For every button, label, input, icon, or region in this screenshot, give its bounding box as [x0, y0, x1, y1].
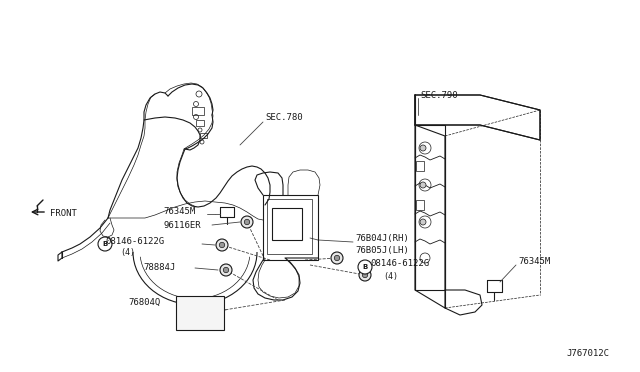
- Bar: [415, 125, 445, 290]
- Text: 76B04J(RH): 76B04J(RH): [355, 234, 409, 244]
- Text: FRONT: FRONT: [50, 208, 77, 218]
- Text: 08146-6122G: 08146-6122G: [370, 260, 429, 269]
- Bar: [192, 107, 204, 115]
- Text: 76345M: 76345M: [518, 257, 550, 266]
- Bar: [272, 208, 302, 240]
- Text: SEC.780: SEC.780: [265, 113, 303, 122]
- Text: 08146-6122G: 08146-6122G: [105, 237, 164, 246]
- Circle shape: [216, 239, 228, 251]
- Circle shape: [223, 267, 228, 273]
- Text: (4): (4): [383, 272, 398, 280]
- Text: (4): (4): [120, 248, 135, 257]
- Bar: [200, 133, 207, 138]
- Text: 76345M: 76345M: [163, 206, 195, 215]
- Text: 76804Q: 76804Q: [128, 298, 160, 307]
- Text: 78884J: 78884J: [143, 263, 175, 272]
- Bar: [196, 120, 204, 126]
- Text: B: B: [362, 264, 367, 270]
- Text: B: B: [102, 241, 108, 247]
- Circle shape: [241, 216, 253, 228]
- Circle shape: [420, 219, 426, 225]
- Circle shape: [331, 252, 343, 264]
- Circle shape: [359, 269, 371, 281]
- Circle shape: [98, 237, 112, 251]
- Text: J767012C: J767012C: [566, 350, 609, 359]
- Circle shape: [220, 264, 232, 276]
- Circle shape: [334, 255, 340, 261]
- Text: 96116ER: 96116ER: [163, 221, 200, 230]
- Circle shape: [362, 272, 368, 278]
- Circle shape: [420, 182, 426, 188]
- Circle shape: [244, 219, 250, 225]
- Bar: [263, 195, 318, 260]
- Circle shape: [220, 242, 225, 248]
- Bar: [416, 200, 424, 210]
- Bar: [176, 296, 224, 330]
- Text: SEC.790: SEC.790: [420, 90, 458, 99]
- Circle shape: [358, 260, 372, 274]
- Bar: [267, 199, 312, 254]
- Bar: [416, 161, 424, 171]
- Text: 76B05J(LH): 76B05J(LH): [355, 246, 409, 254]
- Circle shape: [420, 145, 426, 151]
